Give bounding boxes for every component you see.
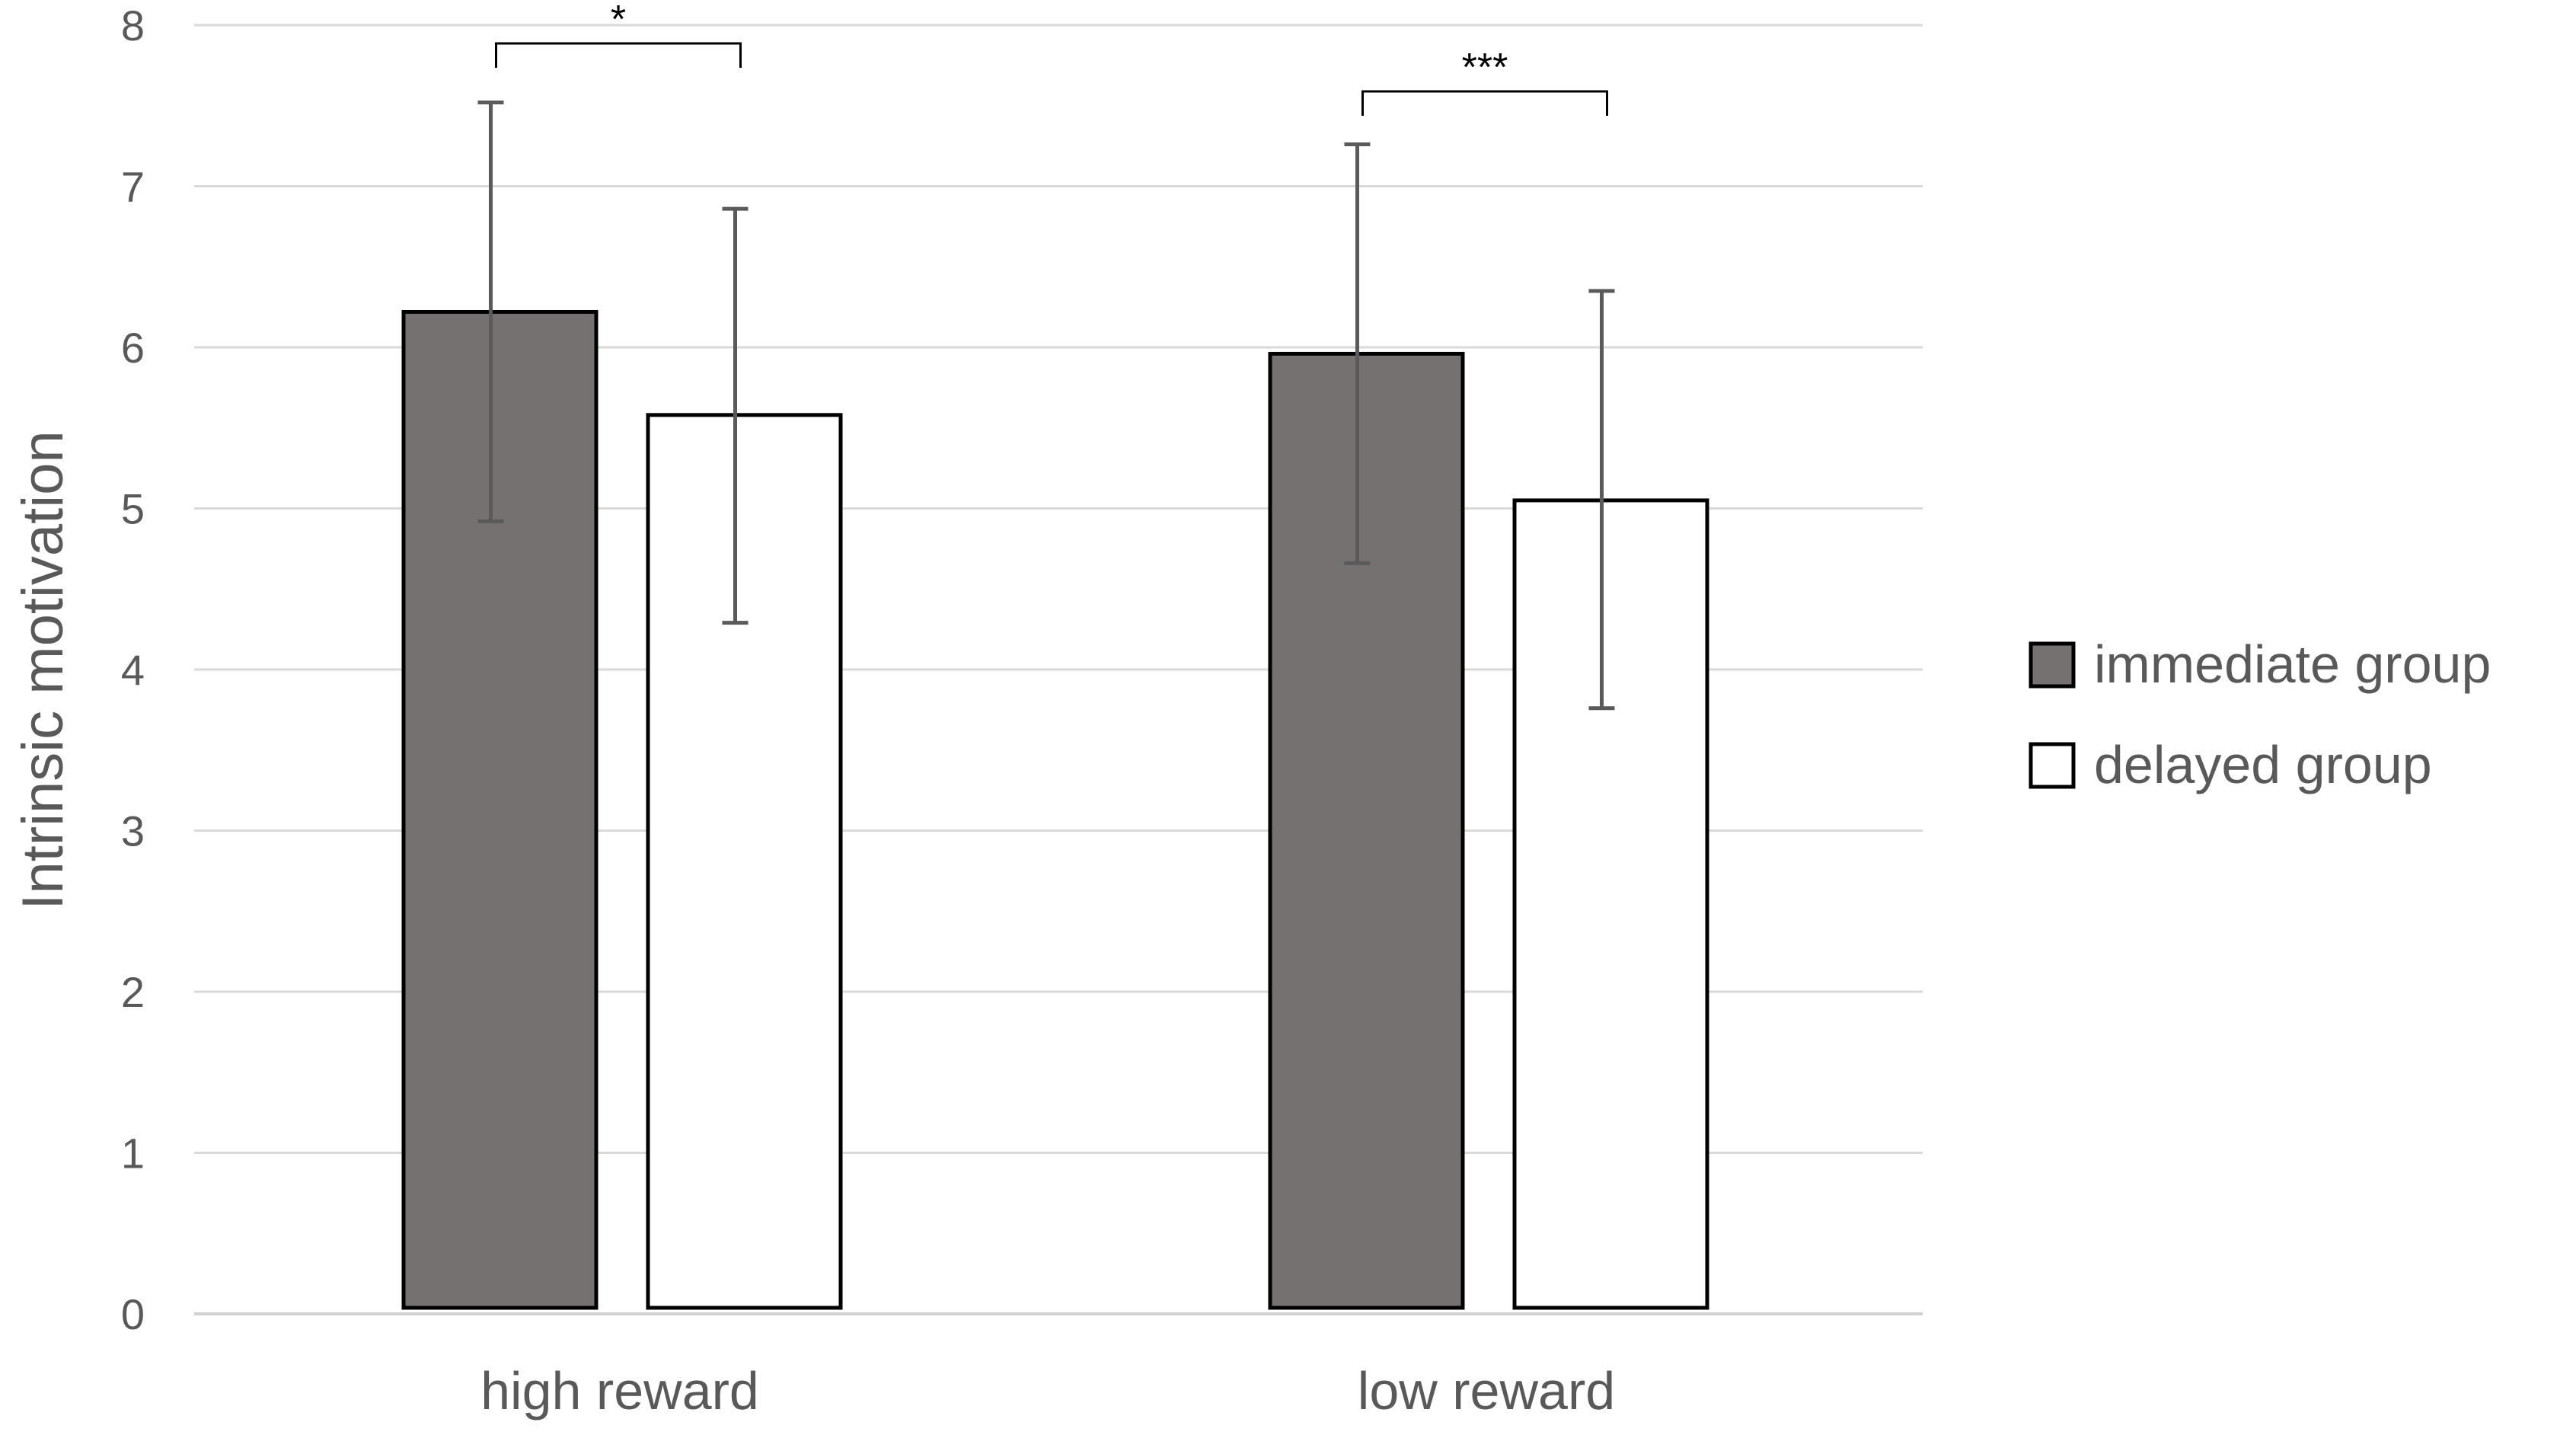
y-tick-label: 8	[121, 2, 145, 50]
y-tick-label: 7	[121, 163, 145, 211]
y-tick-label: 0	[121, 1290, 145, 1338]
y-tick-label: 2	[121, 968, 145, 1016]
bars	[401, 309, 1709, 1310]
significance-bracket	[495, 42, 742, 68]
legend-swatch-delayed	[2029, 742, 2076, 789]
bar-immediate-high	[401, 309, 599, 1310]
error-bars	[477, 101, 1615, 711]
legend: immediate group delayed group	[2029, 634, 2491, 794]
bar-delayed-low	[1512, 498, 1709, 1310]
significance-bracket	[1361, 90, 1608, 116]
y-tick-label: 4	[121, 646, 145, 694]
y-tick-label: 3	[121, 807, 145, 855]
y-tick-label: 5	[121, 485, 145, 533]
significance-label: *	[611, 0, 626, 42]
y-axis-label: Intrinsic motivation	[11, 430, 75, 909]
significance-label: ***	[1462, 46, 1508, 90]
legend-label: delayed group	[2094, 735, 2432, 794]
significance-brackets: ****	[495, 0, 1608, 116]
x-category-label: low reward	[1358, 1361, 1615, 1421]
y-tick-label: 6	[121, 324, 145, 372]
legend-swatch-immediate	[2029, 641, 2076, 689]
y-axis-ticks: 0 1 2 3 4 5 6 7 8	[121, 2, 145, 1338]
x-category-label: high reward	[480, 1361, 759, 1421]
bar-delayed-high	[646, 413, 843, 1310]
x-axis-categories: high reward low reward	[480, 1361, 1615, 1421]
y-tick-label: 1	[121, 1130, 145, 1178]
bar-immediate-low	[1268, 351, 1465, 1310]
legend-label: immediate group	[2094, 634, 2491, 694]
